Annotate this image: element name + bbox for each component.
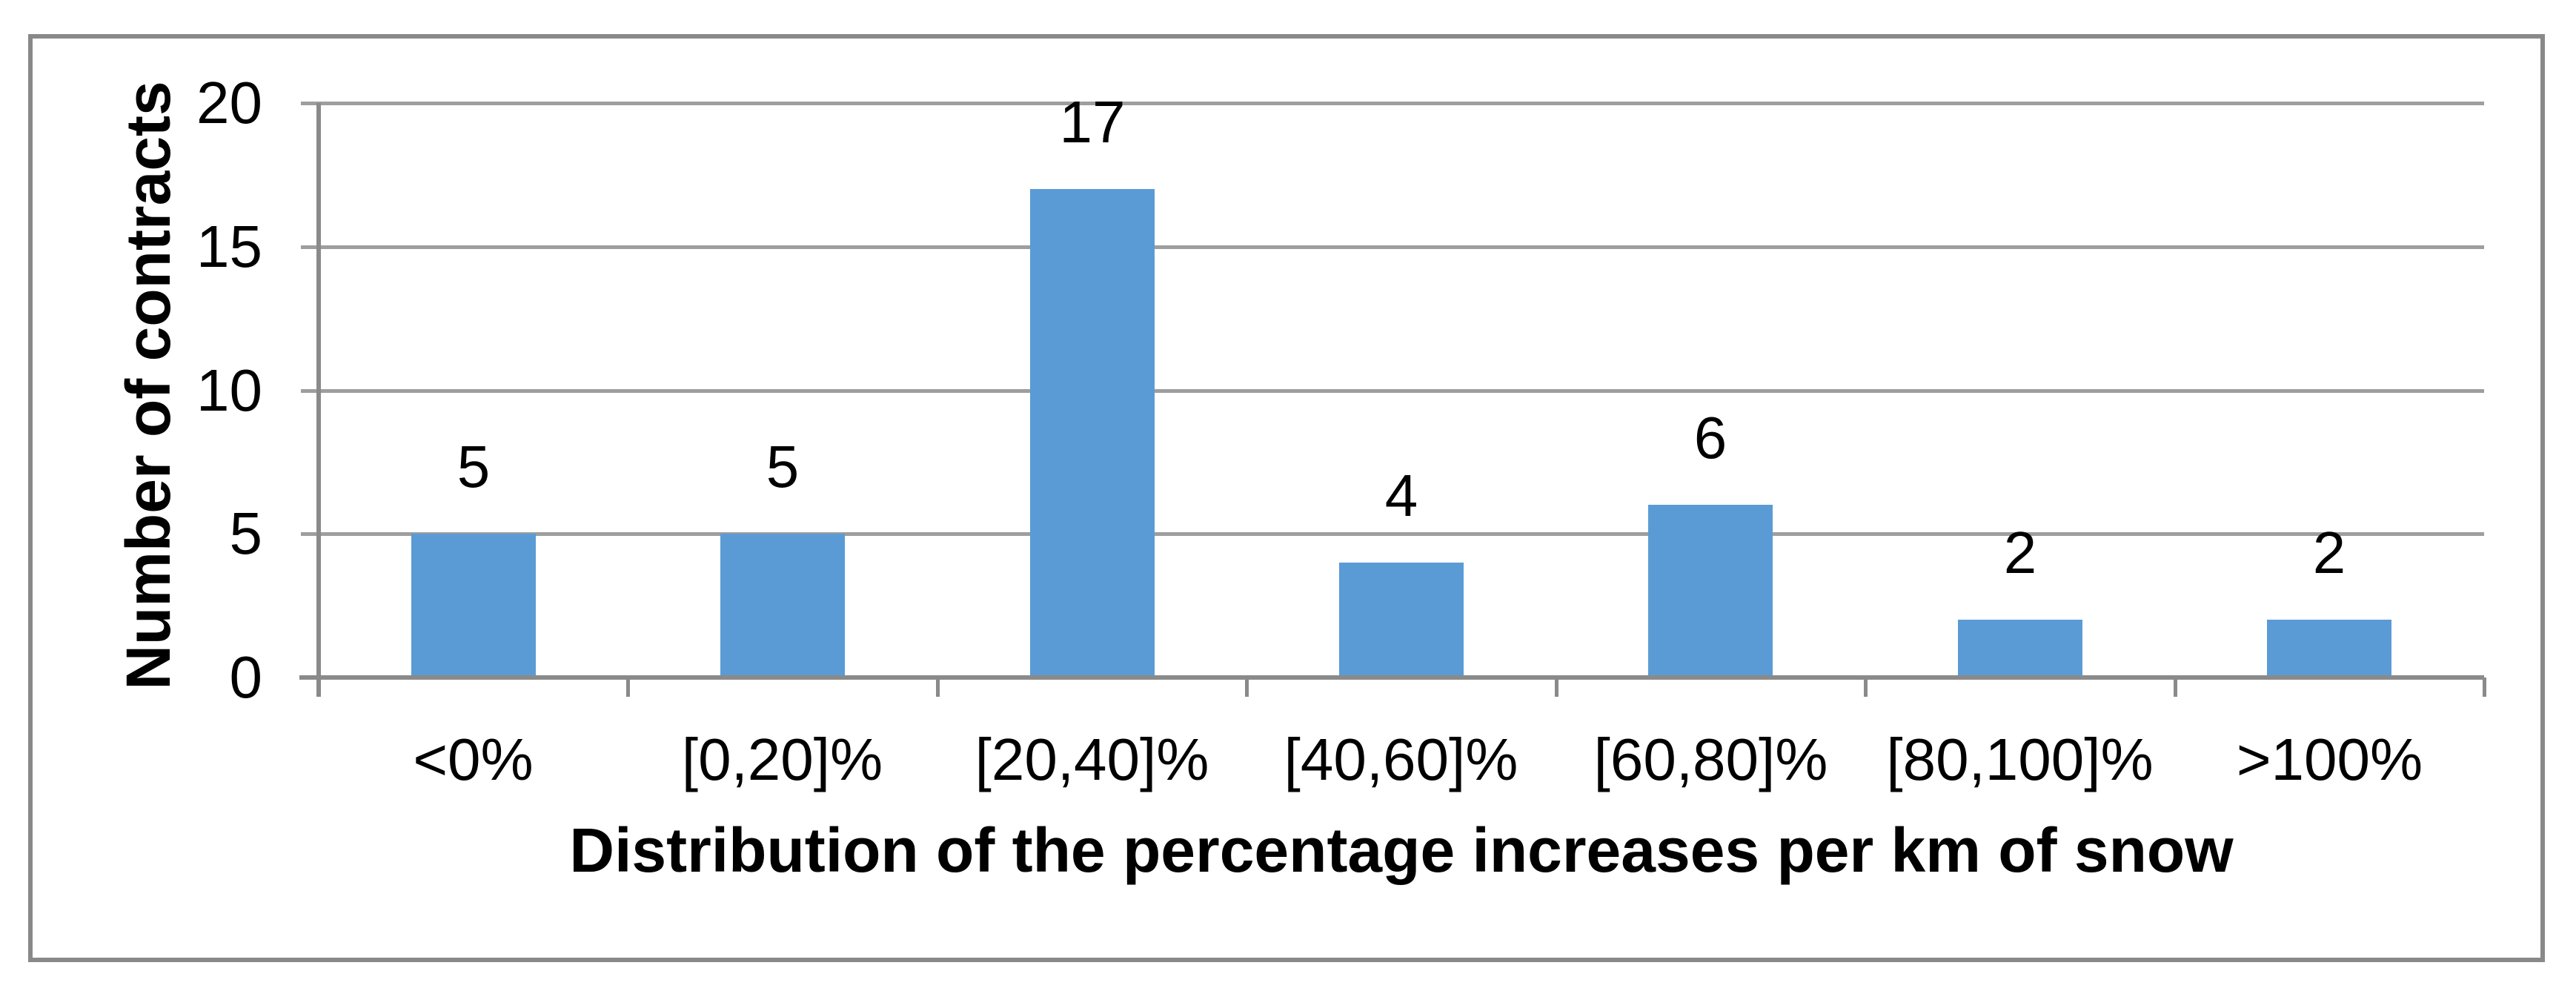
value-label->100%: 2 xyxy=(2312,520,2346,586)
value-label-<0%: 5 xyxy=(457,434,491,500)
bar->100% xyxy=(2267,620,2391,677)
y-tick-label-15: 15 xyxy=(196,213,262,279)
chart-frame: Number of contracts Distribution of the … xyxy=(28,34,2545,962)
x-axis-tick xyxy=(1864,677,1868,697)
plot-area: Number of contracts Distribution of the … xyxy=(33,39,2540,958)
value-label-[40,60]%: 4 xyxy=(1384,463,1418,529)
bar-[20,40]% xyxy=(1030,189,1155,677)
x-tick-label-[40,60]%: [40,60]% xyxy=(1284,726,1518,792)
x-tick-label-[20,40]%: [20,40]% xyxy=(975,726,1209,792)
x-axis-tick xyxy=(936,677,940,697)
bar-[80,100]% xyxy=(1958,620,2082,677)
y-axis-line xyxy=(316,103,321,697)
x-tick-label-[0,20]%: [0,20]% xyxy=(681,726,883,792)
x-axis-tick xyxy=(626,677,630,697)
gridline-20 xyxy=(301,102,2484,105)
x-axis-tick xyxy=(2483,677,2486,697)
y-tick-label-0: 0 xyxy=(229,644,263,710)
y-tick-label-5: 5 xyxy=(229,500,263,566)
bar-[60,80]% xyxy=(1648,505,1773,677)
x-axis-line xyxy=(299,675,2484,680)
gridline-10 xyxy=(301,389,2484,393)
value-label-[20,40]%: 17 xyxy=(1059,89,1126,155)
bar-<0% xyxy=(411,534,536,677)
x-axis-tick xyxy=(2174,677,2177,697)
x-axis-title: Distribution of the percentage increases… xyxy=(569,815,2234,885)
x-tick-label-[60,80]%: [60,80]% xyxy=(1593,726,1828,792)
bar-[0,20]% xyxy=(720,534,845,677)
x-tick-label-[80,100]%: [80,100]% xyxy=(1886,726,2154,792)
value-label-[0,20]%: 5 xyxy=(766,434,800,500)
bar-[40,60]% xyxy=(1339,563,1464,677)
x-axis-tick xyxy=(1245,677,1249,697)
y-tick-label-10: 10 xyxy=(196,357,262,423)
x-axis-tick xyxy=(1555,677,1558,697)
gridline-15 xyxy=(301,245,2484,249)
value-label-[80,100]%: 2 xyxy=(2003,520,2037,586)
y-tick-label-20: 20 xyxy=(196,70,262,136)
x-tick-label-<0%: <0% xyxy=(413,726,534,792)
value-label-[60,80]%: 6 xyxy=(1693,405,1727,471)
gridline-5 xyxy=(301,532,2484,536)
x-tick-label->100%: >100% xyxy=(2236,726,2423,792)
